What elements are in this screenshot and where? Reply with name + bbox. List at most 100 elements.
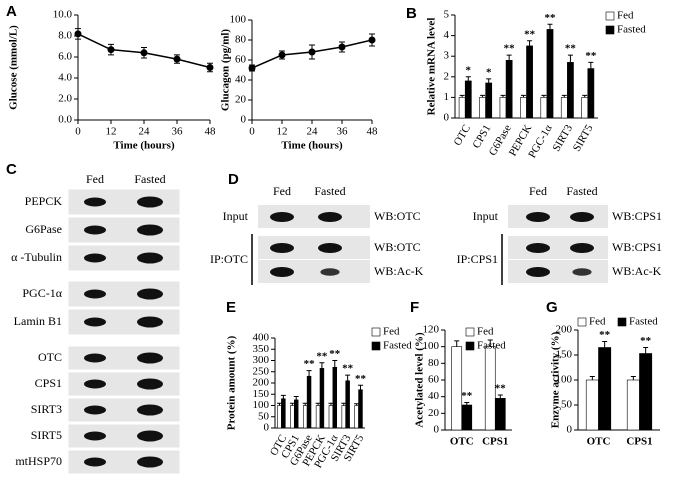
x-tick-label: 12: [106, 126, 117, 138]
blot-band: [84, 197, 106, 207]
y-tick-label: 4: [444, 29, 450, 41]
y-tick-label: 20: [235, 94, 247, 106]
panel-letter: G: [546, 299, 558, 316]
blot-band: [526, 212, 550, 222]
bar: [587, 68, 595, 119]
y-tick-label: 50: [258, 410, 270, 422]
error-bar: [630, 376, 636, 380]
bar: [328, 405, 334, 429]
blot-wb-label: WB:CPS1: [612, 240, 662, 254]
bar: [319, 368, 325, 429]
bar: [277, 405, 282, 429]
y-tick-label: 120: [423, 324, 440, 336]
blot-column-label: Fed: [529, 184, 547, 198]
blot-band: [318, 212, 342, 222]
error-bar: [506, 54, 512, 61]
legend-swatch: [465, 327, 475, 337]
legend-label: Fed: [617, 10, 634, 22]
error-bar: [319, 362, 325, 369]
blot-band: [137, 196, 163, 208]
y-tick-label: 20: [428, 407, 440, 419]
error-bar: [306, 370, 312, 377]
bar: [485, 82, 493, 119]
error-bar: [588, 61, 594, 69]
blot-band: [570, 243, 594, 253]
y-tick-label: 2.0: [58, 93, 72, 105]
y-axis-label: Glucagon (pg/ml): [220, 29, 232, 112]
blot-band: [270, 267, 294, 277]
y-tick-label: 350: [253, 343, 270, 355]
bar: [290, 405, 295, 429]
blot-band: [137, 252, 163, 264]
legend-swatch: [465, 341, 475, 351]
error-bar: [527, 40, 533, 46]
y-tick-label: 40: [235, 74, 247, 86]
blot-band: [137, 378, 163, 390]
point: [173, 55, 181, 63]
error-bar: [280, 394, 286, 399]
error-bar: [589, 376, 595, 380]
y-axis-label: Acetylated level (%): [414, 332, 426, 428]
y-tick-label: 300: [253, 354, 270, 366]
y-tick-label: 5: [444, 9, 450, 21]
bar: [315, 405, 321, 429]
x-axis-label: Time (hours): [281, 140, 343, 152]
bar: [293, 399, 299, 429]
significance: **: [599, 329, 611, 341]
legend-swatch: [617, 317, 627, 327]
x-tick-label: 48: [205, 126, 217, 138]
bar: [358, 389, 363, 429]
y-tick-label: 1: [444, 91, 450, 103]
legend-swatch: [605, 11, 615, 21]
bar: [484, 346, 496, 431]
bar: [306, 375, 312, 429]
significance: **: [355, 373, 367, 385]
y-tick-label: 200: [556, 324, 573, 336]
significance: **: [329, 348, 341, 360]
blot-band: [84, 405, 106, 415]
blot-band: [84, 353, 106, 363]
point: [74, 30, 82, 38]
x-tick-label: OTC: [587, 436, 611, 448]
y-tick-label: 150: [556, 349, 573, 361]
x-tick-label: 12: [277, 126, 288, 138]
blot-row-label: α -Tubulin: [11, 250, 62, 264]
significance: **: [565, 43, 577, 55]
bar: [598, 347, 612, 431]
significance: **: [495, 383, 507, 395]
blot-row-label: SIRT3: [31, 402, 62, 416]
blot-band: [137, 456, 163, 468]
blot-band: [84, 253, 106, 263]
x-tick-label: 24: [139, 126, 151, 138]
blot-band: [137, 430, 163, 442]
blot-band: [84, 379, 106, 389]
point: [107, 46, 115, 54]
blot-row-label: G6Pase: [25, 222, 62, 236]
blot-column-label: Fed: [86, 172, 104, 186]
bar: [451, 346, 463, 431]
panel-letter: B: [406, 5, 417, 22]
y-tick-label: 100: [253, 399, 270, 411]
x-tick-label: OTC: [450, 436, 474, 448]
blot-row-label: SIRT5: [31, 428, 62, 442]
legend-swatch: [371, 327, 381, 337]
error-bar: [465, 76, 471, 81]
y-tick-label: 0: [241, 114, 247, 126]
y-tick-label: 200: [253, 377, 270, 389]
x-tick-label: 0: [75, 126, 81, 138]
legend-label: Fasted: [383, 340, 412, 352]
blot-column-label: Fasted: [314, 184, 345, 198]
blot-strip: [258, 260, 370, 283]
panel-letter: A: [6, 3, 17, 20]
significance: **: [544, 12, 556, 24]
bar: [458, 97, 466, 119]
blot-strip: [258, 236, 370, 259]
point: [248, 64, 256, 72]
blot-band: [572, 268, 592, 276]
blot-column-label: Fed: [273, 184, 291, 198]
legend-label: Fed: [477, 326, 494, 338]
blot-band: [570, 212, 594, 222]
error-bar: [497, 394, 503, 399]
y-tick-label: 2: [444, 70, 450, 82]
blot-band: [84, 225, 106, 235]
